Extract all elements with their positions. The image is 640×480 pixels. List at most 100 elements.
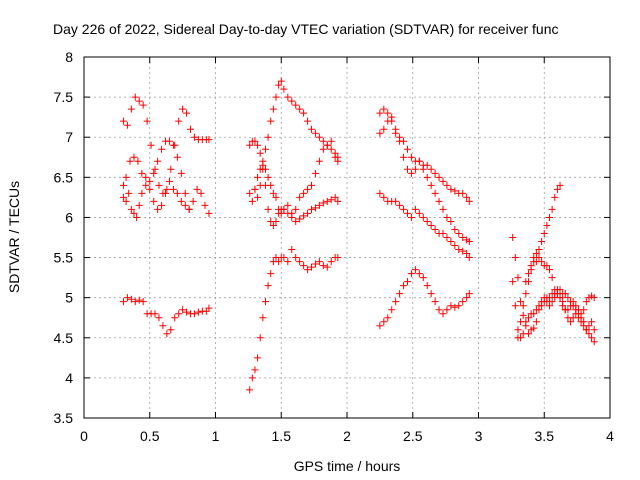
data-point-sat-o <box>517 318 525 326</box>
data-point-sat-g <box>288 213 296 221</box>
data-point-sat-l <box>400 282 408 290</box>
data-point-sat-a <box>175 117 183 125</box>
data-point-sat-e <box>323 263 331 271</box>
data-point-sat-p <box>527 262 535 270</box>
x-tick-label: 1.5 <box>272 428 292 444</box>
data-point-sat-i <box>465 197 473 205</box>
data-point-sat-e <box>315 258 323 266</box>
x-tick-label: 2.5 <box>403 428 423 444</box>
data-point-sat-l <box>451 303 459 311</box>
data-point-sat-a <box>179 105 187 113</box>
data-point-sat-a <box>131 93 139 101</box>
data-point-sat-j <box>435 197 443 205</box>
data-point-sat-h <box>307 125 315 133</box>
data-point-sat-l <box>392 298 400 306</box>
data-point-sat-c <box>150 197 158 205</box>
data-point-sat-l <box>431 298 439 306</box>
x-tick-label: 3.5 <box>535 428 555 444</box>
data-point-sat-b <box>193 185 201 193</box>
data-point-sat-k <box>411 205 419 213</box>
data-point-sat-c <box>142 173 150 181</box>
data-point-sat-h <box>251 185 259 193</box>
data-point-sat-i <box>463 193 471 201</box>
data-point-sat-a <box>127 105 135 113</box>
data-point-sat-d <box>171 314 179 322</box>
data-point-sat-a <box>183 109 191 117</box>
y-tick-labels: 3.5 4 4.5 5 5.5 6 6.5 7 7.5 8 <box>54 49 74 426</box>
data-point-sat-k <box>459 247 467 255</box>
data-point-sat-a <box>143 117 151 125</box>
data-point-sat-m <box>514 274 522 282</box>
data-point-sat-d <box>131 298 139 306</box>
data-point-sat-m <box>538 258 546 266</box>
data-point-sat-o <box>559 302 567 310</box>
data-point-sat-k <box>415 209 423 217</box>
y-tick-label: 4 <box>65 370 73 386</box>
data-point-sat-b <box>197 189 205 197</box>
data-point-sat-h <box>277 77 285 85</box>
data-point-sat-d <box>127 295 135 303</box>
data-point-sat-h <box>300 109 308 117</box>
chart-title: Day 226 of 2022, Sidereal Day-to-day VTE… <box>53 21 559 37</box>
data-point-sat-k <box>423 217 431 225</box>
data-point-sat-m <box>585 322 593 330</box>
data-point-sat-e <box>334 254 342 262</box>
data-point-sat-a <box>119 117 127 125</box>
data-point-sat-e <box>248 374 256 382</box>
data-point-sat-h <box>319 137 327 145</box>
data-point-sat-n <box>524 314 532 322</box>
data-point-sat-o <box>546 302 554 310</box>
data-point-sat-f <box>251 137 259 145</box>
data-point-sat-h <box>311 129 319 137</box>
y-tick-label: 3.5 <box>54 410 74 426</box>
data-point-sat-m <box>511 254 519 262</box>
data-point-sat-c <box>127 205 135 213</box>
data-point-sat-l <box>465 290 473 298</box>
data-point-sat-m <box>522 290 530 298</box>
data-point-sat-g <box>334 197 342 205</box>
data-point-sat-j <box>411 165 419 173</box>
data-point-sat-k <box>431 225 439 233</box>
data-point-sat-k <box>463 250 471 258</box>
data-point-sat-e <box>267 270 275 278</box>
data-point-sat-g <box>280 205 288 213</box>
data-point-sat-k <box>419 213 427 221</box>
data-point-sat-b <box>130 153 138 161</box>
data-point-sat-p <box>538 238 546 246</box>
data-point-sat-i <box>439 177 447 185</box>
data-point-sat-b <box>134 157 142 165</box>
y-tick-label: 8 <box>65 49 73 65</box>
data-point-sat-c <box>185 205 193 213</box>
data-point-sat-a <box>147 141 155 149</box>
data-point-sat-b <box>169 141 177 149</box>
data-point-sat-i <box>427 165 435 173</box>
data-point-sat-f <box>307 181 315 189</box>
data-point-sat-c <box>177 197 185 205</box>
data-point-sat-h <box>275 81 283 89</box>
data-point-sat-o <box>522 322 530 330</box>
data-point-sat-g <box>307 205 315 213</box>
data-point-sat-g <box>267 181 275 189</box>
data-point-sat-e <box>292 254 300 262</box>
data-point-sat-e <box>280 254 288 262</box>
data-point-sat-o <box>530 324 538 332</box>
data-point-sat-f <box>319 145 327 153</box>
data-point-sat-h <box>254 193 262 201</box>
data-point-sat-b <box>201 201 209 209</box>
data-point-sat-b <box>138 169 146 177</box>
data-point-sat-j <box>388 113 396 121</box>
y-axis-label: SDTVAR / TECUs <box>6 181 22 293</box>
data-point-sat-a <box>187 125 195 133</box>
data-point-sat-c <box>154 205 162 213</box>
data-point-sat-e <box>307 263 315 271</box>
x-tick-labels: 0 0.5 1 1.5 2 2.5 3 3.5 4 <box>80 428 614 444</box>
data-point-sat-g <box>272 193 280 201</box>
data-point-sat-p <box>535 246 543 254</box>
data-point-sat-l <box>423 282 431 290</box>
data-point-sat-g <box>331 193 339 201</box>
data-point-sat-f <box>292 205 300 213</box>
data-point-sat-h <box>315 133 323 141</box>
data-point-sat-n <box>514 326 522 334</box>
data-point-sat-a <box>167 165 175 173</box>
data-point-sat-o <box>540 294 548 302</box>
